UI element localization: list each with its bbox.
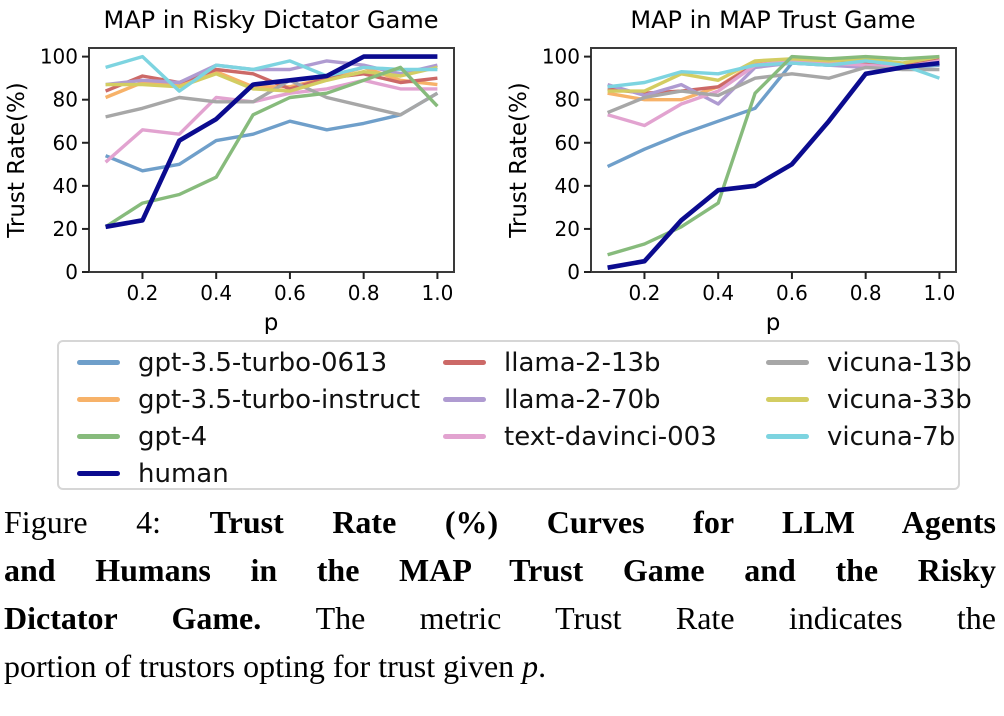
- legend-item-llama-2-13b: llama-2-13b: [443, 344, 766, 381]
- caption-segment: Figure 4:: [4, 504, 210, 540]
- y-tick-label: 100: [40, 45, 78, 69]
- caption-segment: p: [522, 648, 539, 684]
- legend-swatch-llama-2-70b: [443, 397, 486, 402]
- x-tick-label: 0.4: [702, 281, 734, 305]
- x-tick-label: 0.8: [348, 281, 380, 305]
- legend: gpt-3.5-turbo-0613 gpt-3.5-turbo-instruct…: [57, 340, 972, 492]
- caption-segment: Dictator Game.: [4, 600, 316, 636]
- legend-label: vicuna-33b: [827, 384, 972, 415]
- legend-swatch-gpt-3.5-turbo-0613: [77, 360, 120, 365]
- y-tick-label: 20: [555, 217, 580, 241]
- legend-label: gpt-4: [138, 421, 208, 452]
- legend-swatch-gpt-3.5-turbo-instruct: [77, 397, 120, 402]
- y-tick-label: 0: [567, 260, 580, 284]
- series-line-text-davinci-003: [104, 78, 438, 164]
- chart-map-trust-game: MAP in MAP Trust Game Trust Rate(%) p 0.…: [506, 6, 957, 334]
- legend-column-3: vicuna-13b vicuna-33b vicuna-7b: [766, 344, 972, 492]
- y-axis-label: Trust Rate(%): [4, 82, 30, 239]
- caption-segment: and Humans in the MAP Trust Game and the…: [4, 552, 996, 588]
- x-tick-label: 1.0: [924, 281, 956, 305]
- axes-spines: [88, 47, 455, 273]
- legend-item-human: human: [77, 455, 443, 492]
- chart-title-risky-dictator: MAP in Risky Dictator Game: [104, 6, 439, 34]
- caption-segment: Trust Rate (%) Curves for LLM Agents: [209, 504, 996, 540]
- y-tick-label: 20: [53, 217, 78, 241]
- legend-item-vicuna-13b: vicuna-13b: [766, 344, 972, 381]
- y-tick-label: 60: [53, 131, 78, 155]
- legend-label: llama-2-70b: [504, 384, 661, 415]
- legend-swatch-text-davinci-003: [443, 434, 486, 439]
- legend-label: llama-2-13b: [504, 347, 661, 378]
- caption-segment: .: [538, 648, 547, 684]
- y-tick-label: 40: [53, 174, 78, 198]
- caption-line-3: Dictator Game. The metric Trust Rate ind…: [4, 594, 996, 642]
- series-line-human: [105, 54, 438, 230]
- y-tick-label: 60: [555, 131, 580, 155]
- x-tick-label: 0.8: [850, 281, 882, 305]
- caption-line-1: Figure 4: Trust Rate (%) Curves for LLM …: [4, 498, 996, 546]
- x-tick-label: 0.6: [274, 281, 306, 305]
- legend-column-1: gpt-3.5-turbo-0613 gpt-3.5-turbo-instruct…: [77, 344, 443, 492]
- x-axis-label: p: [264, 310, 279, 334]
- legend-swatch-vicuna-33b: [766, 397, 809, 402]
- legend-swatch-gpt-4: [77, 434, 120, 439]
- legend-swatch-human: [77, 471, 120, 476]
- series-line-gpt-4: [104, 65, 439, 229]
- legend-item-llama-2-70b: llama-2-70b: [443, 381, 766, 418]
- legend-swatch-vicuna-13b: [766, 360, 809, 365]
- caption-line-2: and Humans in the MAP Trust Game and the…: [4, 546, 996, 594]
- series-line-gpt-3.5-turbo-0613: [104, 91, 439, 173]
- axes-spines: [590, 47, 957, 273]
- chart-title-map-trust: MAP in MAP Trust Game: [630, 6, 915, 34]
- y-tick-label: 80: [555, 88, 580, 112]
- series-line-vicuna-7b: [105, 54, 438, 93]
- legend-item-gpt-3.5-turbo-0613: gpt-3.5-turbo-0613: [77, 344, 443, 381]
- caption-segment: portion of trustors opting for trust giv…: [4, 648, 523, 684]
- charts-row: MAP in Risky Dictator Game Trust Rate(%)…: [0, 0, 1004, 334]
- chart-risky-dictator-game: MAP in Risky Dictator Game Trust Rate(%)…: [4, 6, 455, 334]
- legend-column-2: llama-2-13b llama-2-70b text-davinci-003: [443, 344, 766, 492]
- x-tick-label: 0.6: [776, 281, 808, 305]
- legend-swatch-llama-2-13b: [443, 360, 486, 365]
- y-axis-label: Trust Rate(%): [506, 82, 532, 239]
- legend-label: human: [138, 458, 229, 489]
- x-tick-label: 1.0: [422, 281, 454, 305]
- y-tick-label: 40: [555, 174, 580, 198]
- x-tick-label: 0.2: [127, 281, 159, 305]
- series-line-vicuna-7b: [607, 59, 940, 89]
- figure-caption: Figure 4: Trust Rate (%) Curves for LLM …: [4, 498, 996, 690]
- series-line-gpt-4: [607, 54, 940, 257]
- legend-label: vicuna-7b: [827, 421, 956, 452]
- plot-area-risky-dictator: 0.2 0.4 0.6 0.8 1.0 0 20 40 60 80 100: [40, 45, 455, 305]
- x-tick-label: 0.2: [629, 281, 661, 305]
- legend-label: gpt-3.5-turbo-0613: [138, 347, 388, 378]
- y-tick-label: 100: [542, 45, 580, 69]
- x-tick-label: 0.4: [200, 281, 232, 305]
- caption-line-4: portion of trustors opting for trust giv…: [4, 642, 996, 690]
- legend-item-gpt-4: gpt-4: [77, 418, 443, 455]
- x-axis-label: p: [766, 310, 781, 334]
- series-line-vicuna-33b: [607, 54, 940, 93]
- legend-swatch-vicuna-7b: [766, 434, 809, 439]
- y-tick-label: 80: [53, 88, 78, 112]
- caption-segment: The metric Trust Rate indicates the: [315, 600, 997, 636]
- legend-item-gpt-3.5-turbo-instruct: gpt-3.5-turbo-instruct: [77, 381, 443, 418]
- plot-area-map-trust: 0.2 0.4 0.6 0.8 1.0 0 20 40 60 80 100: [542, 45, 957, 305]
- legend-label: vicuna-13b: [827, 347, 972, 378]
- legend-item-vicuna-33b: vicuna-33b: [766, 381, 972, 418]
- series-line-human: [607, 60, 940, 270]
- y-tick-label: 0: [65, 260, 78, 284]
- legend-item-vicuna-7b: vicuna-7b: [766, 418, 972, 455]
- legend-label: text-davinci-003: [504, 421, 717, 452]
- legend-item-text-davinci-003: text-davinci-003: [443, 418, 766, 455]
- legend-label: gpt-3.5-turbo-instruct: [138, 384, 421, 415]
